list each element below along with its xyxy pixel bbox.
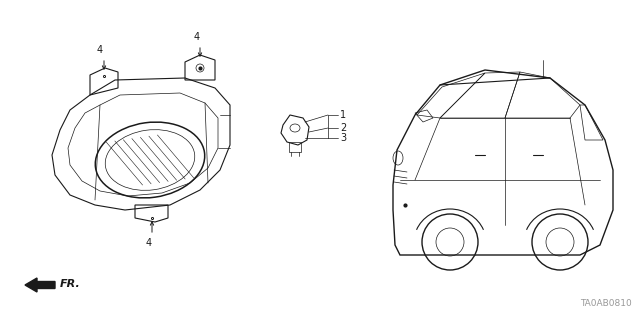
- FancyArrow shape: [25, 278, 55, 292]
- Text: 4: 4: [194, 32, 200, 42]
- Text: 3: 3: [340, 133, 346, 143]
- Text: TA0AB0810: TA0AB0810: [580, 299, 632, 308]
- Text: 4: 4: [97, 45, 103, 55]
- Text: 2: 2: [340, 123, 346, 133]
- Text: 4: 4: [146, 238, 152, 248]
- Text: 1: 1: [340, 110, 346, 120]
- Text: FR.: FR.: [60, 279, 81, 289]
